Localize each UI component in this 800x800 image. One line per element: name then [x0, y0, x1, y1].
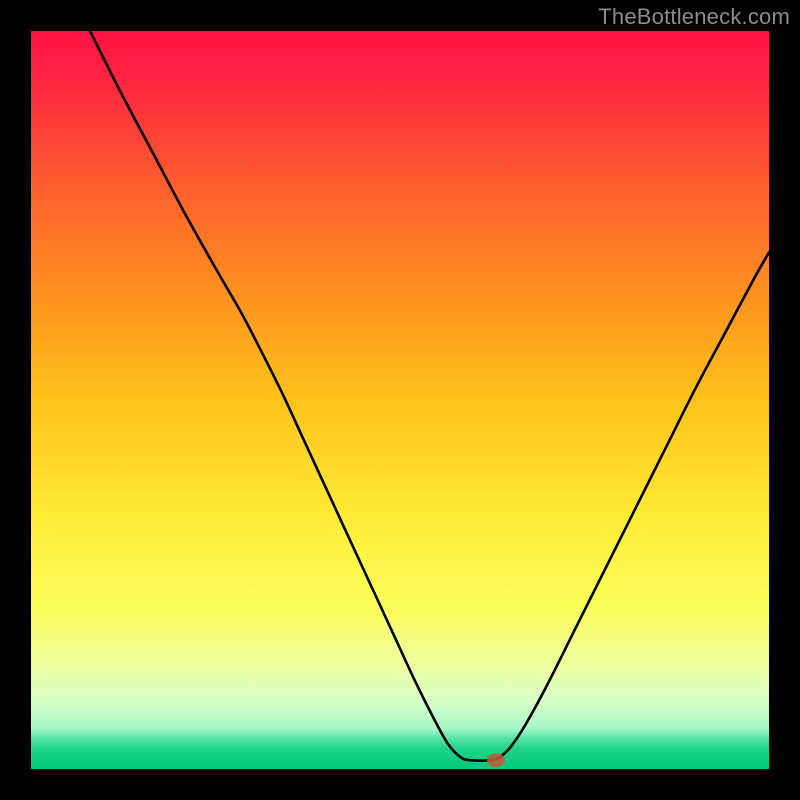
bottleneck-curve-chart	[31, 31, 769, 769]
optimal-point-marker	[487, 753, 505, 767]
chart-background-gradient	[31, 31, 769, 769]
watermark-text: TheBottleneck.com	[598, 4, 790, 30]
chart-plot-area	[31, 31, 769, 769]
